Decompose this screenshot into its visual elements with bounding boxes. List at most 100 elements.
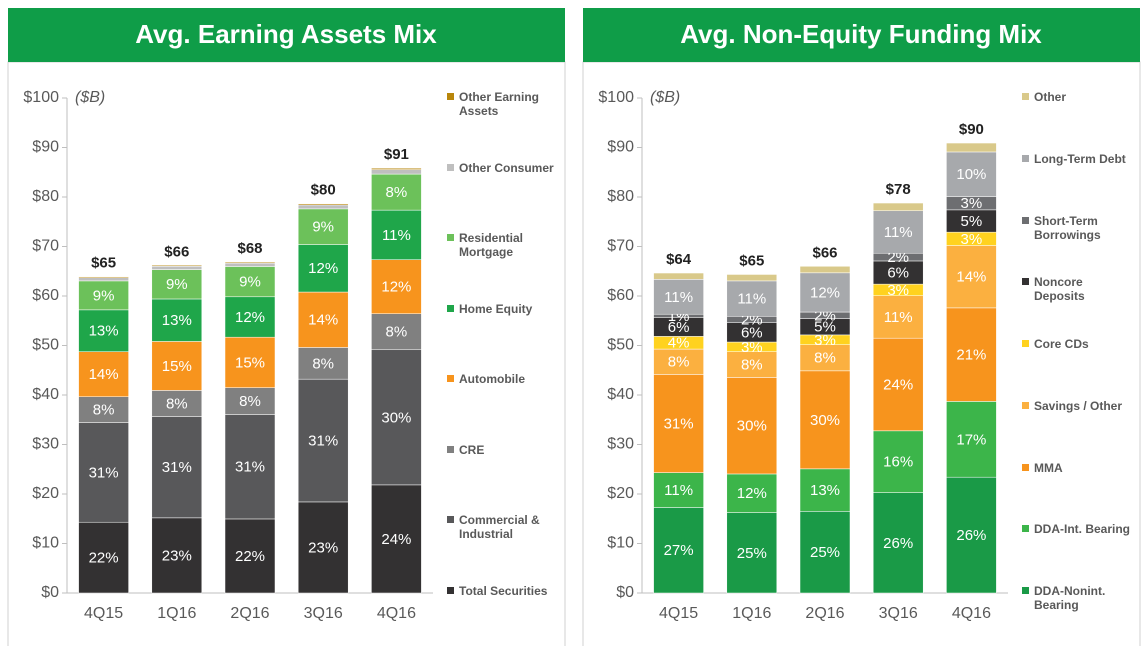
bar-segment: [78, 351, 129, 397]
x-tick-label: 1Q16: [732, 605, 771, 622]
segment-label: 8%: [93, 402, 115, 419]
bar-segment: [151, 269, 203, 300]
bar-segment: [78, 422, 129, 523]
y-tick-label: $20: [32, 485, 59, 502]
bar-segment: [371, 169, 422, 175]
y-tick-label: $10: [32, 535, 59, 552]
segment-label: 11%: [382, 227, 411, 244]
bar-segment: [872, 210, 924, 254]
bar-segment: [872, 202, 924, 212]
total-label: $80: [311, 182, 336, 199]
y-tick-label: $50: [32, 337, 59, 354]
total-label: $90: [959, 121, 984, 138]
legend-label: DDA-Int. Bearing: [1034, 522, 1130, 537]
bar-segment: [78, 521, 129, 594]
legend-swatch: [1022, 93, 1029, 100]
legend-label: CRE: [459, 442, 485, 457]
segment-label: 26%: [956, 527, 986, 544]
segment-label: 5%: [961, 213, 983, 230]
bar-segment: [371, 313, 422, 351]
legend-swatch: [1022, 587, 1029, 594]
bar-segment: [946, 245, 997, 309]
bar-segment: [872, 295, 924, 339]
segment-label: 13%: [810, 482, 840, 499]
bar-segment: [653, 472, 704, 508]
legend-swatch: [447, 375, 454, 383]
legend-label: Other Consumer: [459, 160, 554, 175]
y-tick-label: $40: [32, 386, 59, 403]
y-tick-label: $100: [23, 89, 59, 106]
bar-segment: [151, 416, 203, 519]
y-tick-label: $80: [32, 188, 59, 205]
segment-label: 9%: [239, 274, 261, 291]
bar-segment: [224, 387, 276, 415]
unit-label: ($B): [75, 89, 105, 106]
segment-label: 12%: [381, 279, 411, 296]
segment-label: 31%: [162, 459, 192, 476]
y-tick-label: $60: [32, 287, 59, 304]
segment-label: 11%: [664, 482, 693, 499]
segment-label: 12%: [235, 309, 265, 326]
legend-label: Residential Mortgage: [459, 231, 524, 260]
legend-item: Other Consumer: [447, 161, 559, 175]
y-tick-label: $90: [32, 139, 59, 156]
segment-label: 30%: [810, 412, 840, 429]
legend-item: Residential Mortgage: [447, 231, 559, 259]
bar-segment: [224, 266, 276, 298]
legend-item: CRE: [447, 443, 559, 457]
x-tick-label: 2Q16: [805, 605, 844, 622]
bar-segment: [224, 262, 276, 267]
bar-segment: [653, 348, 704, 375]
legend-item: DDA-Nonint. Bearing: [1022, 584, 1134, 612]
bar-segment: [151, 341, 203, 391]
segment-label: 8%: [166, 395, 188, 412]
segment-label: 31%: [89, 464, 119, 481]
bar-segment: [653, 374, 704, 473]
bar-segment: [946, 401, 997, 478]
legend-label: Long-Term Debt: [1034, 151, 1126, 166]
segment-label: 15%: [235, 354, 265, 371]
segment-label: 14%: [956, 269, 986, 286]
legend-label: MMA: [1034, 460, 1063, 475]
legend-label: Savings / Other: [1034, 398, 1123, 413]
segment-label: 30%: [737, 418, 767, 435]
segment-label: 8%: [312, 355, 334, 372]
segment-label: 5%: [814, 319, 836, 336]
legend-item: Commercial & Industrial: [447, 513, 559, 541]
bar-segment: [151, 265, 203, 267]
legend-swatch: [447, 304, 454, 312]
legend-item: DDA-Int. Bearing: [1022, 522, 1134, 536]
segment-label: 14%: [89, 366, 119, 383]
segment-label: 8%: [386, 324, 408, 341]
y-tick-label: $70: [607, 238, 634, 255]
legend-label: Automobile: [459, 372, 525, 387]
legend-label: Total Securities: [459, 584, 548, 598]
segment-label: 17%: [956, 431, 986, 448]
x-tick-label: 3Q16: [304, 605, 343, 622]
segment-label: 25%: [737, 545, 767, 562]
segment-label: 6%: [668, 319, 690, 336]
segment-label: 30%: [381, 409, 411, 426]
segment-label: 11%: [884, 224, 913, 241]
segment-label: 21%: [956, 347, 986, 364]
bar-segment: [297, 204, 349, 210]
chart-title: Avg. Non-Equity Funding Mix: [680, 19, 1042, 49]
bar-segment: [946, 142, 997, 153]
bar-segment: [653, 272, 704, 280]
bar-segment: [224, 261, 276, 264]
segment-label: 22%: [235, 548, 265, 565]
bar-segment: [224, 336, 276, 388]
bar-segment: [78, 277, 129, 282]
legend-item: Long-Term Debt: [1022, 152, 1134, 166]
y-tick-label: $60: [607, 287, 634, 304]
segment-label: 3%: [814, 332, 836, 349]
segment-label: 11%: [737, 291, 766, 308]
legend-label: DDA-Nonint. Bearing: [1034, 584, 1106, 612]
bar-segment: [799, 266, 851, 274]
segment-label: 13%: [89, 323, 119, 340]
legend-item: Total Securities: [447, 584, 559, 598]
segment-label: 13%: [162, 312, 192, 329]
bar-segment: [224, 296, 276, 338]
